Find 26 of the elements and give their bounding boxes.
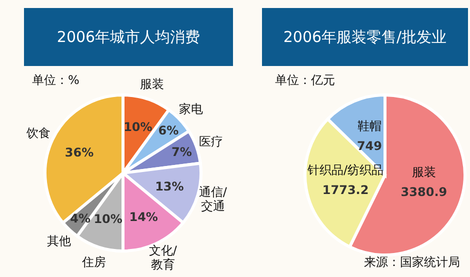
data-label: 749 xyxy=(356,139,382,154)
chart-title: 2006年城市人均消费 xyxy=(24,8,233,66)
slice-label: 针织品/纺织品 xyxy=(306,162,384,177)
slice-label: 通信/交通 xyxy=(198,185,228,214)
slice-label: 鞋帽 xyxy=(357,119,382,134)
data-label: 7% xyxy=(172,144,192,159)
chart-title: 2006年服装零售/批发业 xyxy=(262,8,468,66)
slice-label: 医疗 xyxy=(199,134,224,148)
slice-label: 其他 xyxy=(46,234,71,248)
slice-label: 文化/教育 xyxy=(148,244,178,272)
data-label: 1773.2 xyxy=(322,182,369,197)
data-label: 36% xyxy=(64,145,94,160)
data-label: 13% xyxy=(155,179,184,194)
slice-label: 住房 xyxy=(81,255,106,270)
data-label: 10% xyxy=(94,212,122,226)
data-label: 3380.9 xyxy=(400,185,448,200)
source-note: 来源：国家统计局 xyxy=(364,254,460,271)
slice-label: 服装 xyxy=(412,165,436,180)
data-label: 6% xyxy=(158,123,179,138)
chart-subtitle: 单位：% xyxy=(32,72,80,89)
slice-label: 饮食 xyxy=(25,126,50,140)
data-label: 14% xyxy=(129,210,158,224)
data-label: 10% xyxy=(124,120,152,134)
chart-subtitle: 单位：亿元 xyxy=(275,72,335,89)
slice-label: 服装 xyxy=(140,76,164,91)
slice-label: 家电 xyxy=(179,102,204,116)
